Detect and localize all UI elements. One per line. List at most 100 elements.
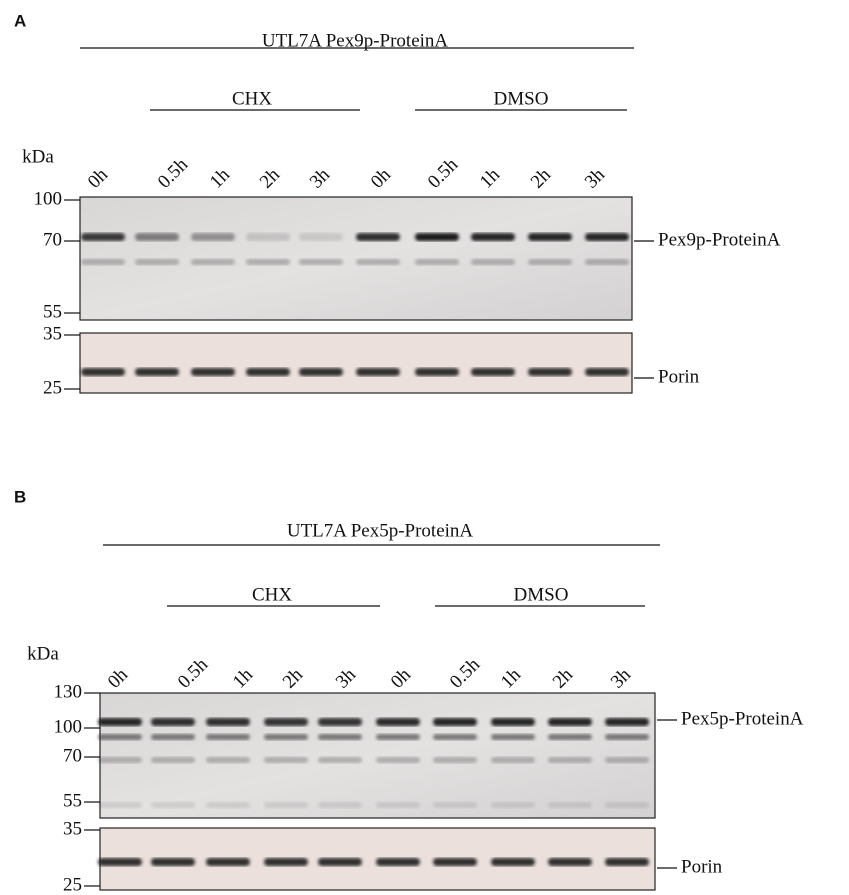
band (548, 757, 592, 763)
lane-label: 1h (206, 164, 235, 193)
band (415, 233, 459, 241)
band (98, 757, 142, 763)
marker-label: 70 (43, 229, 62, 250)
band (191, 259, 235, 265)
marker-label: 100 (54, 716, 83, 737)
lane-label: 2h (527, 164, 556, 193)
band (376, 734, 420, 740)
band (548, 718, 592, 726)
band (376, 718, 420, 726)
panel-letter: A (14, 11, 26, 30)
band (491, 757, 535, 763)
band (299, 259, 343, 265)
band (433, 757, 477, 763)
band (191, 233, 235, 241)
lane-label: 1h (476, 164, 505, 193)
blot-top (100, 693, 655, 818)
band (433, 802, 477, 808)
marker-label: 35 (63, 818, 82, 839)
band (246, 259, 290, 265)
blot-top (80, 197, 632, 320)
porin-band (433, 858, 477, 866)
band (151, 757, 195, 763)
band (98, 734, 142, 740)
band (605, 757, 649, 763)
band (318, 802, 362, 808)
lane-label: 3h (607, 664, 636, 693)
band (151, 718, 195, 726)
panel-letter: B (14, 487, 26, 506)
porin-band (98, 858, 142, 866)
band (264, 757, 308, 763)
band (528, 233, 572, 241)
treatment-label: CHX (252, 584, 292, 605)
band (605, 718, 649, 726)
band (585, 259, 629, 265)
band (471, 233, 515, 241)
treatment-label: DMSO (494, 88, 549, 109)
lane-label: 0.5h (154, 154, 193, 193)
band (356, 233, 400, 241)
band (135, 233, 179, 241)
band-label: Porin (681, 856, 723, 877)
band (206, 757, 250, 763)
porin-band (246, 368, 290, 376)
lane-label: 0.5h (424, 154, 463, 193)
band (376, 757, 420, 763)
lane-label: 0.5h (446, 654, 485, 693)
porin-band (135, 368, 179, 376)
band (81, 259, 125, 265)
band (433, 734, 477, 740)
marker-label: 35 (43, 323, 62, 344)
blot-bottom (80, 333, 632, 393)
porin-band (585, 368, 629, 376)
band (264, 718, 308, 726)
porin-band (415, 368, 459, 376)
lane-label: 2h (279, 664, 308, 693)
band (135, 259, 179, 265)
band (264, 734, 308, 740)
lane-label: 1h (497, 664, 526, 693)
marker-label: 70 (63, 745, 82, 766)
marker-label: 25 (43, 377, 62, 398)
porin-band (376, 858, 420, 866)
band (605, 734, 649, 740)
marker-label: 55 (43, 301, 62, 322)
band (318, 734, 362, 740)
band-label: Porin (658, 366, 700, 387)
band (98, 718, 142, 726)
marker-label: 25 (63, 874, 82, 895)
band (151, 802, 195, 808)
band (206, 734, 250, 740)
porin-band (605, 858, 649, 866)
porin-band (191, 368, 235, 376)
treatment-label: DMSO (514, 584, 569, 605)
porin-band (318, 858, 362, 866)
band (264, 802, 308, 808)
lane-label: 2h (549, 664, 578, 693)
kda-label: kDa (22, 146, 54, 167)
band (246, 233, 290, 241)
lane-label: 2h (256, 164, 285, 193)
lane-label: 3h (306, 164, 335, 193)
porin-band (206, 858, 250, 866)
porin-band (264, 858, 308, 866)
band (318, 757, 362, 763)
marker-label: 55 (63, 790, 82, 811)
band (491, 718, 535, 726)
band-label: Pex5p-ProteinA (681, 708, 804, 729)
band (206, 802, 250, 808)
band (433, 718, 477, 726)
band (548, 802, 592, 808)
porin-band (548, 858, 592, 866)
porin-band (299, 368, 343, 376)
band (605, 802, 649, 808)
porin-band (471, 368, 515, 376)
porin-band (356, 368, 400, 376)
band-label: Pex9p-ProteinA (658, 229, 781, 250)
band (415, 259, 459, 265)
band (356, 259, 400, 265)
band (98, 802, 142, 808)
